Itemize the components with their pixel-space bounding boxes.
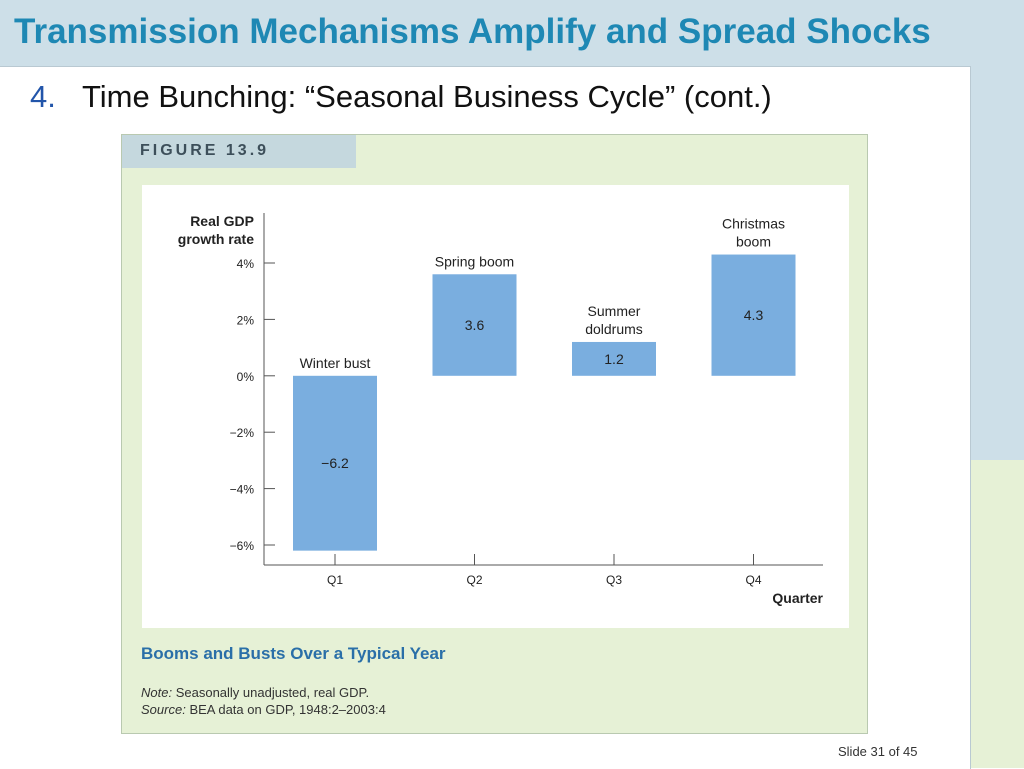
y-axis-label: growth rate	[178, 231, 254, 247]
source-text: BEA data on GDP, 1948:2–2003:4	[189, 702, 386, 717]
bar-chart: Real GDP growth rate 4% 2% 0% −2% −4% −6% −6.2 Wi…	[178, 213, 824, 606]
slide-title: Transmission Mechanisms Amplify and Spre…	[14, 12, 931, 51]
x-tick-label: Q4	[745, 573, 761, 587]
y-axis-label: Real GDP	[190, 213, 254, 229]
x-axis-label: Quarter	[772, 590, 823, 606]
bar-value-label: −6.2	[321, 455, 349, 471]
bar-annotation: Winter bust	[300, 355, 371, 371]
figure-caption: Booms and Busts Over a Typical Year	[141, 644, 446, 663]
y-tick-label: −4%	[230, 483, 255, 497]
plot-area: Real GDP growth rate 4% 2% 0% −2% −4% −6% −6.2 Wi…	[142, 185, 849, 628]
figure-tab: FIGURE 13.9	[122, 135, 356, 168]
bar-annotation: Summer	[588, 303, 641, 319]
note-label: Note:	[141, 685, 173, 700]
bullet-number: 4.	[30, 79, 56, 114]
bar-value-label: 4.3	[744, 307, 764, 323]
bar-annotation: doldrums	[585, 321, 643, 337]
bar-value-label: 3.6	[465, 317, 485, 333]
figure-label: FIGURE 13.9	[140, 142, 270, 159]
y-tick-label: 4%	[237, 257, 255, 271]
figure-note: Note: Seasonally unadjusted, real GDP. S…	[141, 684, 386, 718]
x-tick-label: Q1	[327, 573, 343, 587]
y-tick-label: −6%	[230, 539, 255, 553]
slide-number: Slide 31 of 45	[838, 744, 918, 759]
figure-panel: FIGURE 13.9 Real GDP growth rate 4% 2% 0% −2%…	[121, 134, 868, 734]
bar-value-label: 1.2	[604, 351, 624, 367]
bullet-text: Time Bunching: “Seasonal Business Cycle”…	[82, 79, 772, 114]
bar-annotation: Spring boom	[435, 253, 514, 269]
bar-q3	[572, 341, 656, 376]
bullet-item: 4. Time Bunching: “Seasonal Business Cycl…	[30, 79, 772, 115]
source-label: Source:	[141, 702, 186, 717]
y-tick-label: −2%	[230, 426, 255, 440]
note-text: Seasonally unadjusted, real GDP.	[175, 685, 370, 700]
x-tick-label: Q3	[606, 573, 622, 587]
bar-annotation: boom	[736, 234, 771, 250]
bar-annotation: Christmas	[722, 216, 785, 232]
bar-q1	[293, 375, 377, 551]
bar-q2	[432, 274, 517, 376]
x-tick-label: Q2	[466, 573, 482, 587]
y-tick-label: 0%	[237, 370, 255, 384]
bar-q4	[711, 254, 796, 376]
y-tick-label: 2%	[237, 313, 255, 327]
